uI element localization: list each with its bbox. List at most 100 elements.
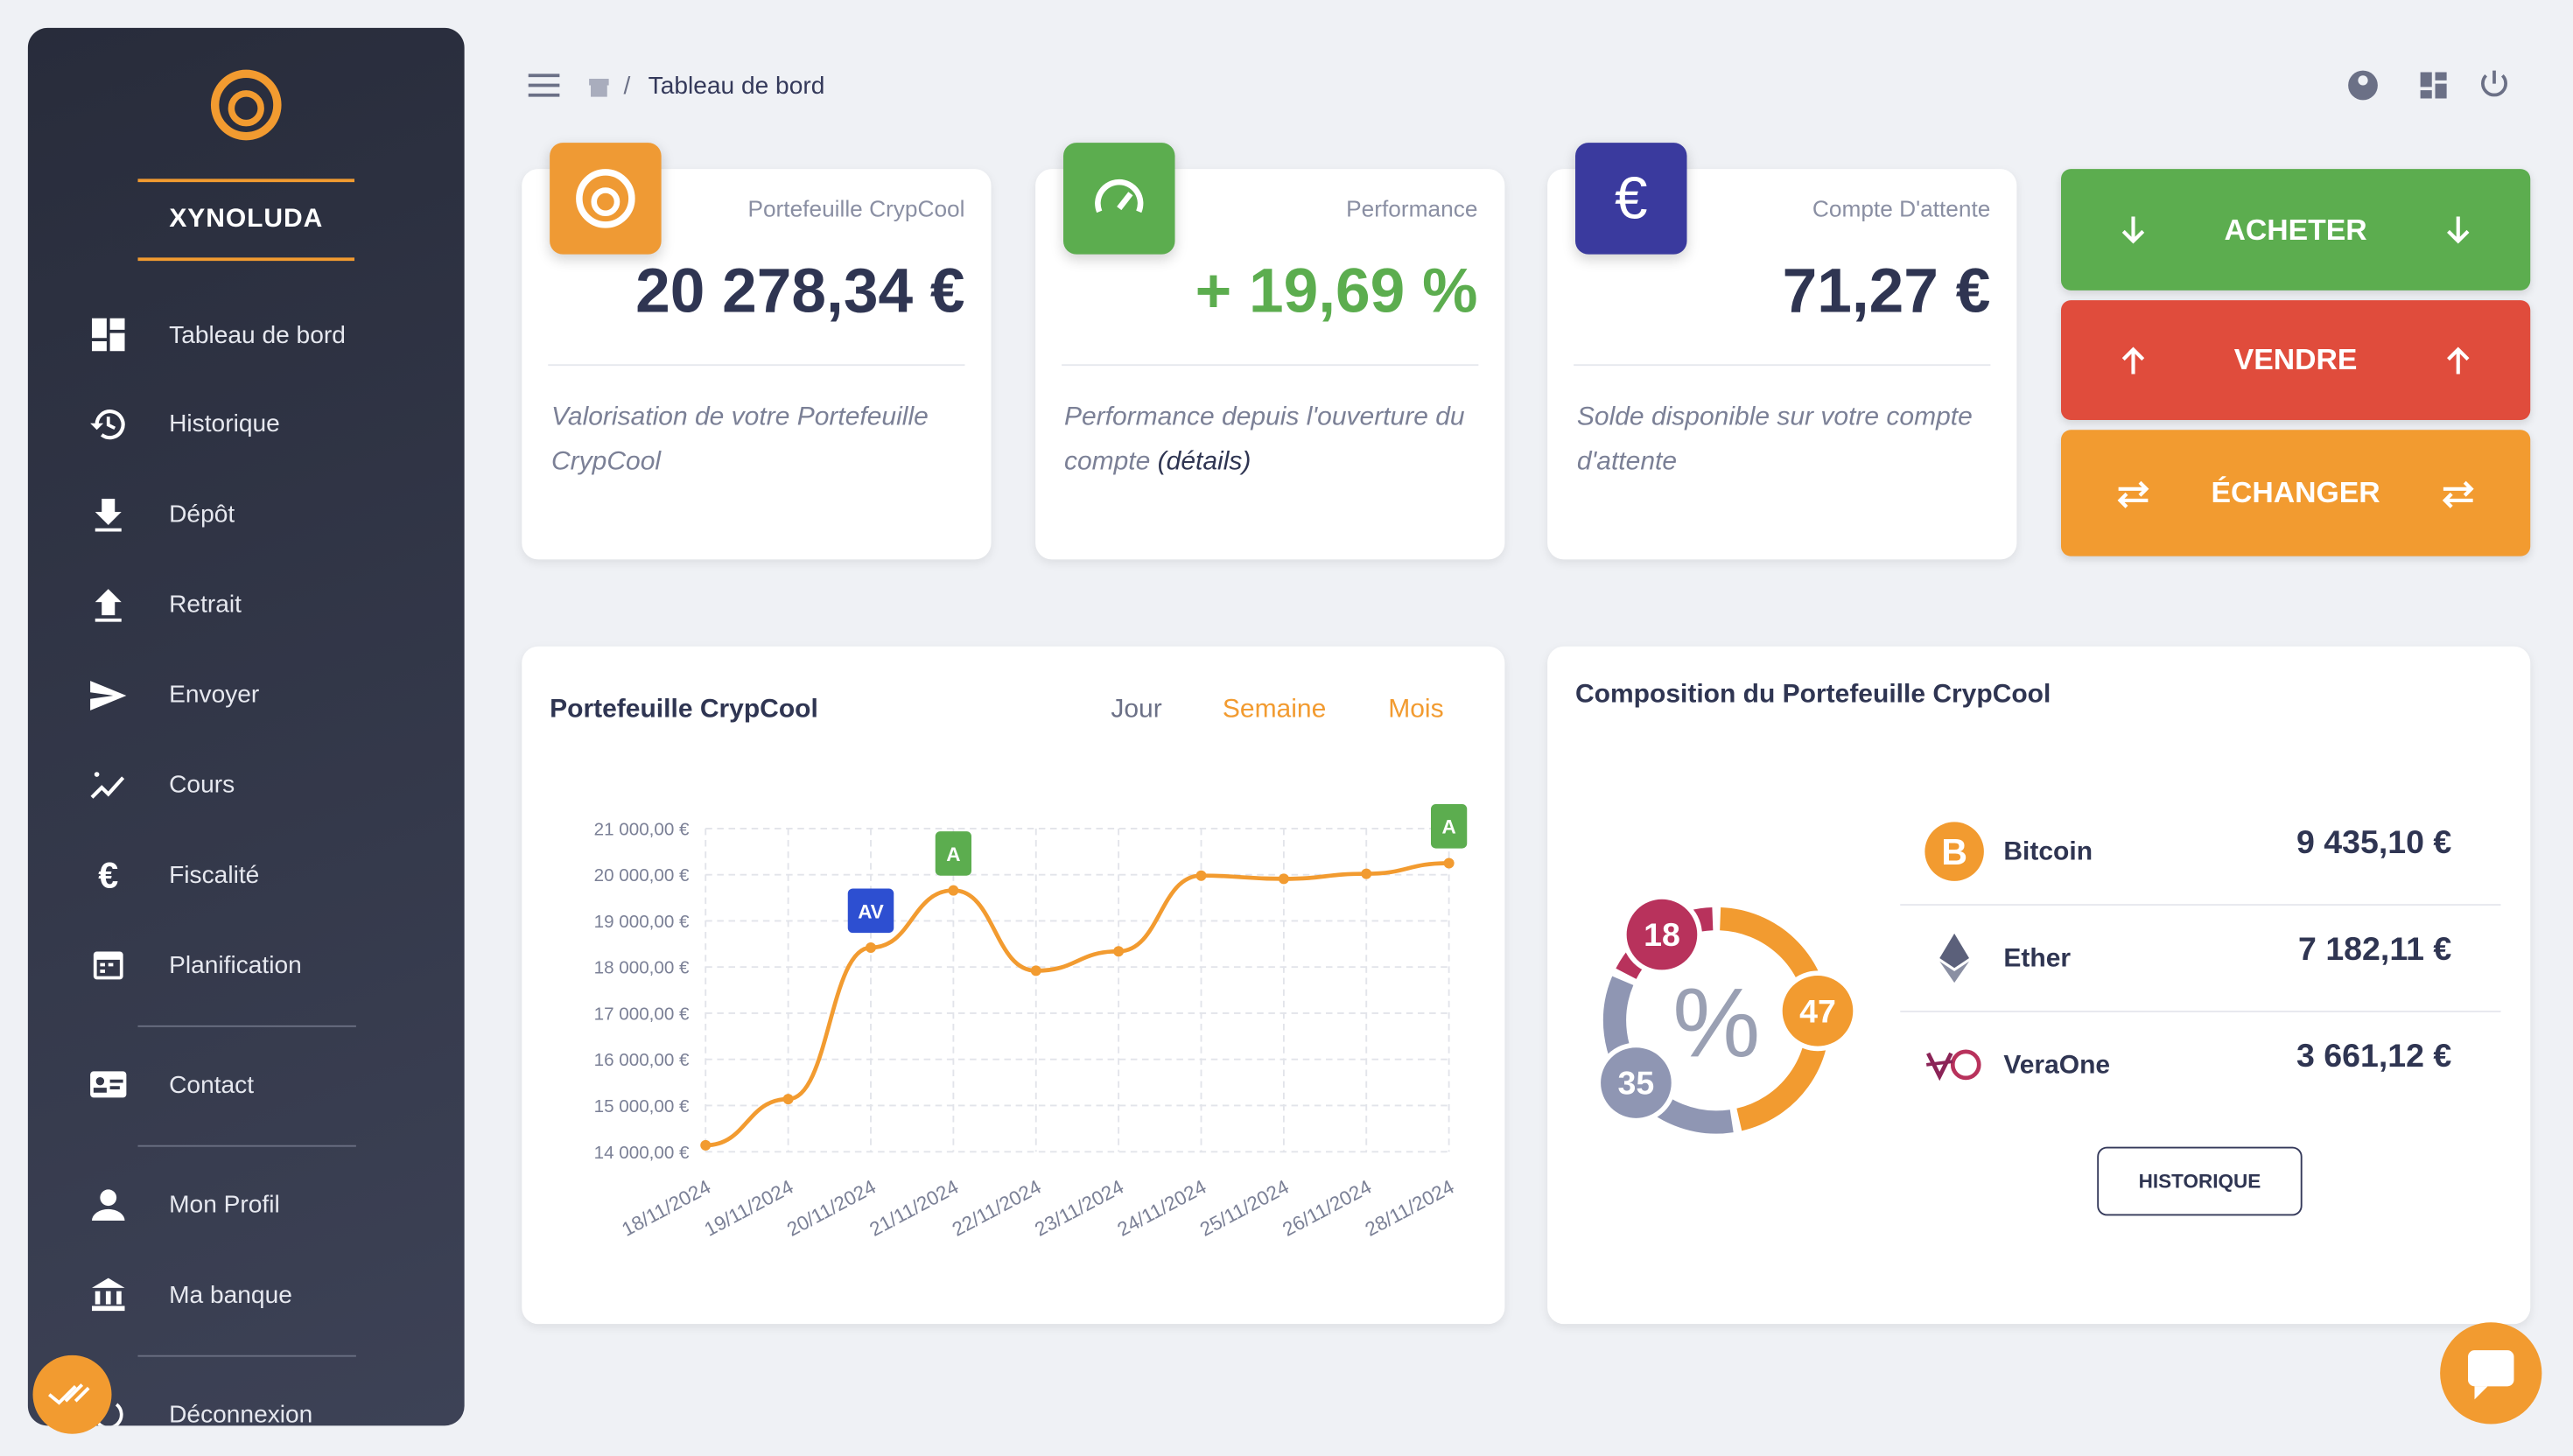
card-value: 20 278,34 € [635, 257, 965, 327]
holding-name: Bitcoin [2003, 838, 2093, 866]
menu-label: Contact [169, 1070, 255, 1099]
logo [210, 69, 282, 141]
holding-row: Ether 7 182,11 € [1900, 906, 2501, 1012]
holding-row: B Bitcoin 9 435,10 € [1900, 799, 2501, 906]
action-button[interactable]: ACHETER [2061, 169, 2531, 290]
card-icon [550, 143, 662, 255]
menu-label: Historique [169, 410, 280, 439]
coin-icon: B [1924, 822, 1984, 881]
menu-divider [137, 1354, 356, 1357]
help-button[interactable] [30, 1354, 116, 1441]
details-link[interactable]: (détails) [1157, 447, 1251, 476]
holding-amount: 9 435,10 € [2296, 825, 2452, 862]
menu-label: Tableau de bord [169, 320, 346, 349]
svg-text:€: € [98, 856, 118, 896]
card-description: Solde disponible sur votre compte d'atte… [1577, 396, 1991, 484]
card-title: Performance [1346, 195, 1478, 222]
card-title: Portefeuille CrypCool [747, 195, 965, 222]
menu-divider [137, 1144, 356, 1147]
composition-panel: Composition du Portefeuille CrypCool B Bi… [1547, 646, 2531, 1325]
card-value: + 19,69 % [1195, 257, 1478, 327]
action-label: ÉCHANGER [2211, 475, 2380, 509]
card-value: 71,27 € [1782, 257, 1991, 327]
description-text: Solde disponible sur votre compte d'atte… [1576, 403, 1973, 476]
holding-name: Ether [2003, 945, 2072, 973]
menu-item[interactable]: Contact [87, 1060, 448, 1109]
menu-icon [92, 1278, 125, 1312]
menu-item[interactable]: Dépôt [87, 490, 448, 539]
card-icon: € [1575, 143, 1687, 255]
home-icon[interactable] [585, 74, 612, 100]
menu-label: Cours [169, 771, 235, 800]
menu-item[interactable]: € Fiscalité [87, 850, 448, 900]
action-label: VENDRE [2233, 342, 2358, 376]
action-button[interactable]: VENDRE [2061, 300, 2531, 420]
card-description: Performance depuis l'ouverture du compte… [1064, 396, 1478, 484]
chart-panel: Portefeuille CrypCool Jour Semaine Mois [522, 646, 1505, 1325]
top-icons[interactable] [2344, 66, 2514, 105]
menu-toggle[interactable] [525, 69, 564, 102]
tab[interactable]: Jour [1111, 696, 1162, 724]
menu-label: Planification [169, 951, 302, 979]
menu-item[interactable]: Tableau de bord [87, 310, 448, 359]
menu-icon [92, 1189, 125, 1221]
menu-icon [92, 318, 125, 352]
breadcrumb-separator: / [623, 72, 631, 101]
tab[interactable]: Semaine [1222, 696, 1327, 724]
action-button[interactable]: ÉCHANGER [2061, 430, 2531, 556]
card-description: Valorisation de votre Portefeuille CrypC… [551, 396, 965, 484]
gauge-icon [1094, 178, 1143, 214]
coin-icon [1939, 933, 1969, 984]
menu-label: Retrait [169, 591, 242, 620]
holding-row: VeraOne 3 661,12 € [1900, 1012, 2500, 1117]
action-label: ACHETER [2224, 212, 2367, 246]
menu-item[interactable]: Ma banque [87, 1270, 448, 1319]
chat-button[interactable] [2438, 1320, 2543, 1425]
menu-item[interactable]: Planification [87, 941, 448, 990]
holding-name: VeraOne [2003, 1051, 2111, 1080]
card-title: Compte D'attente [1812, 195, 1991, 222]
menu-item[interactable]: Mon Profil [87, 1180, 448, 1228]
card-divider [548, 364, 965, 367]
menu-item[interactable]: Retrait [87, 580, 448, 629]
menu-item[interactable]: Historique [87, 400, 448, 449]
menu-icon [95, 498, 122, 532]
description-text: Performance depuis l'ouverture du compte [1063, 403, 1465, 476]
action-arrow [2121, 346, 2145, 374]
menu-icon [95, 588, 122, 622]
menu-item[interactable]: Déconnexion [87, 1390, 448, 1426]
menu-icon [90, 680, 127, 710]
tab[interactable]: Mois [1388, 696, 1444, 724]
holding-amount: 3 661,12 € [2296, 1038, 2452, 1075]
action-arrow [2117, 480, 2149, 508]
menu-label: Déconnexion [169, 1400, 313, 1426]
action-arrow [2442, 480, 2474, 508]
menu-label: Mon Profil [169, 1190, 280, 1219]
card-icon [1062, 143, 1174, 255]
svg-text:B: B [1941, 832, 1967, 872]
holding-amount: 7 182,11 € [2298, 932, 2452, 969]
card-divider [1574, 364, 1991, 367]
menu-divider [137, 1025, 356, 1027]
stat-card: Portefeuille CrypCool 20 278,34 € Valorisa… [522, 169, 992, 560]
composition-title: Composition du Portefeuille CrypCool [1575, 681, 2051, 709]
breadcrumb-current: Tableau de bord [648, 72, 825, 101]
action-arrow [2447, 216, 2470, 244]
chart-title: Portefeuille CrypCool [550, 696, 818, 724]
menu-label: Ma banque [169, 1280, 292, 1309]
menu-item[interactable]: Envoyer [87, 670, 448, 719]
history-button[interactable]: HISTORIQUE [2097, 1146, 2303, 1216]
menu-icon [90, 771, 125, 798]
menu-icon [93, 952, 123, 980]
sidebar: XYNOLUDA Tableau de bord Historique Dépôt R… [27, 27, 465, 1426]
brand: XYNOLUDA [137, 178, 354, 262]
menu-item[interactable]: Cours [87, 760, 448, 809]
card-divider [1061, 364, 1478, 367]
menu-label: Fiscalité [169, 861, 260, 890]
menu-label: Dépôt [169, 500, 235, 529]
logo-icon [576, 169, 635, 228]
action-arrow [2121, 216, 2145, 244]
menu-label: Envoyer [169, 681, 260, 710]
menu-icon [90, 409, 125, 439]
